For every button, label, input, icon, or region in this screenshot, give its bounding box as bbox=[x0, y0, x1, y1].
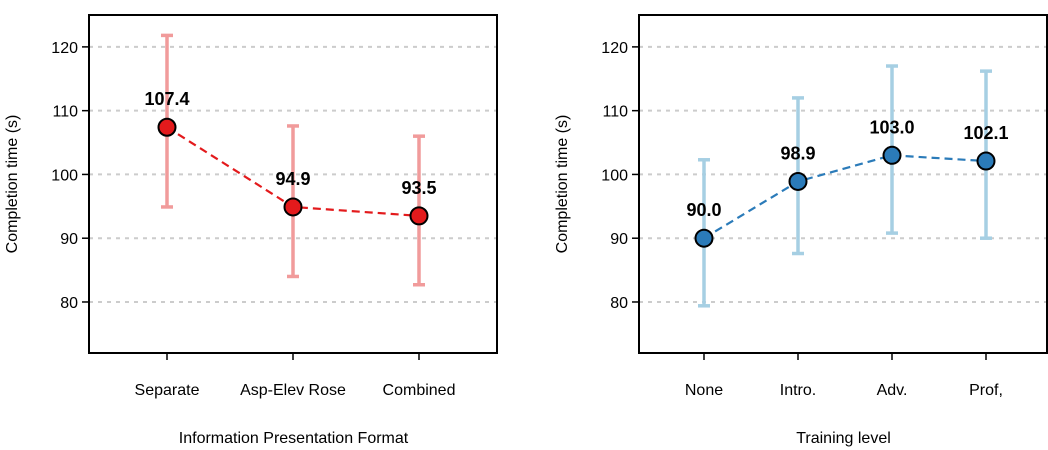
y-tick-label: 80 bbox=[610, 295, 628, 312]
x-tick-label: Combined bbox=[383, 382, 456, 399]
data-label: 93.5 bbox=[401, 178, 436, 198]
data-point bbox=[157, 117, 177, 137]
x-tick-label: None bbox=[685, 382, 723, 399]
data-label: 98.9 bbox=[780, 143, 815, 163]
y-axis-title: Completion time (s) bbox=[554, 115, 571, 254]
y-tick-label: 90 bbox=[60, 231, 78, 248]
chart-panel-1: 80 90 100 110 120 Completion time (s) Separate… bbox=[4, 14, 498, 447]
data-label: 90.0 bbox=[686, 200, 721, 220]
plot-frame bbox=[88, 14, 498, 354]
y-tick-label: 120 bbox=[601, 40, 628, 57]
x-tick-label: Prof, bbox=[969, 382, 1003, 399]
y-tick-label: 80 bbox=[60, 295, 78, 312]
y-tick-label: 110 bbox=[52, 104, 78, 121]
x-tick-label: Asp-Elev Rose bbox=[240, 382, 346, 399]
data-point bbox=[694, 228, 714, 248]
y-tick-label: 110 bbox=[602, 104, 628, 121]
data-label: 102.1 bbox=[963, 123, 1008, 143]
data-point bbox=[788, 171, 808, 191]
y-tick-label: 120 bbox=[51, 40, 78, 57]
data-label: 94.9 bbox=[275, 169, 310, 189]
y-tick-label: 100 bbox=[51, 167, 78, 184]
data-point bbox=[283, 197, 303, 217]
series-line bbox=[703, 154, 987, 240]
y-tick-label: 90 bbox=[610, 231, 628, 248]
x-axis-title: Training level bbox=[796, 430, 891, 447]
data-point bbox=[976, 151, 996, 171]
data-label: 107.4 bbox=[144, 89, 189, 109]
y-tick-label: 100 bbox=[601, 167, 628, 184]
y-axis-title: Completion time (s) bbox=[4, 115, 21, 254]
x-tick-label: Adv. bbox=[877, 382, 908, 399]
x-tick-label: Separate bbox=[135, 382, 200, 399]
chart-panel-2: 80 90 100 110 120 Completion time (s) None Intr… bbox=[554, 14, 1048, 447]
plot-frame bbox=[638, 14, 1048, 354]
data-label: 103.0 bbox=[869, 117, 914, 137]
x-tick-label: Intro. bbox=[780, 382, 816, 399]
data-point bbox=[882, 145, 902, 165]
x-axis-title: Information Presentation Format bbox=[179, 430, 409, 447]
data-point bbox=[409, 206, 429, 226]
